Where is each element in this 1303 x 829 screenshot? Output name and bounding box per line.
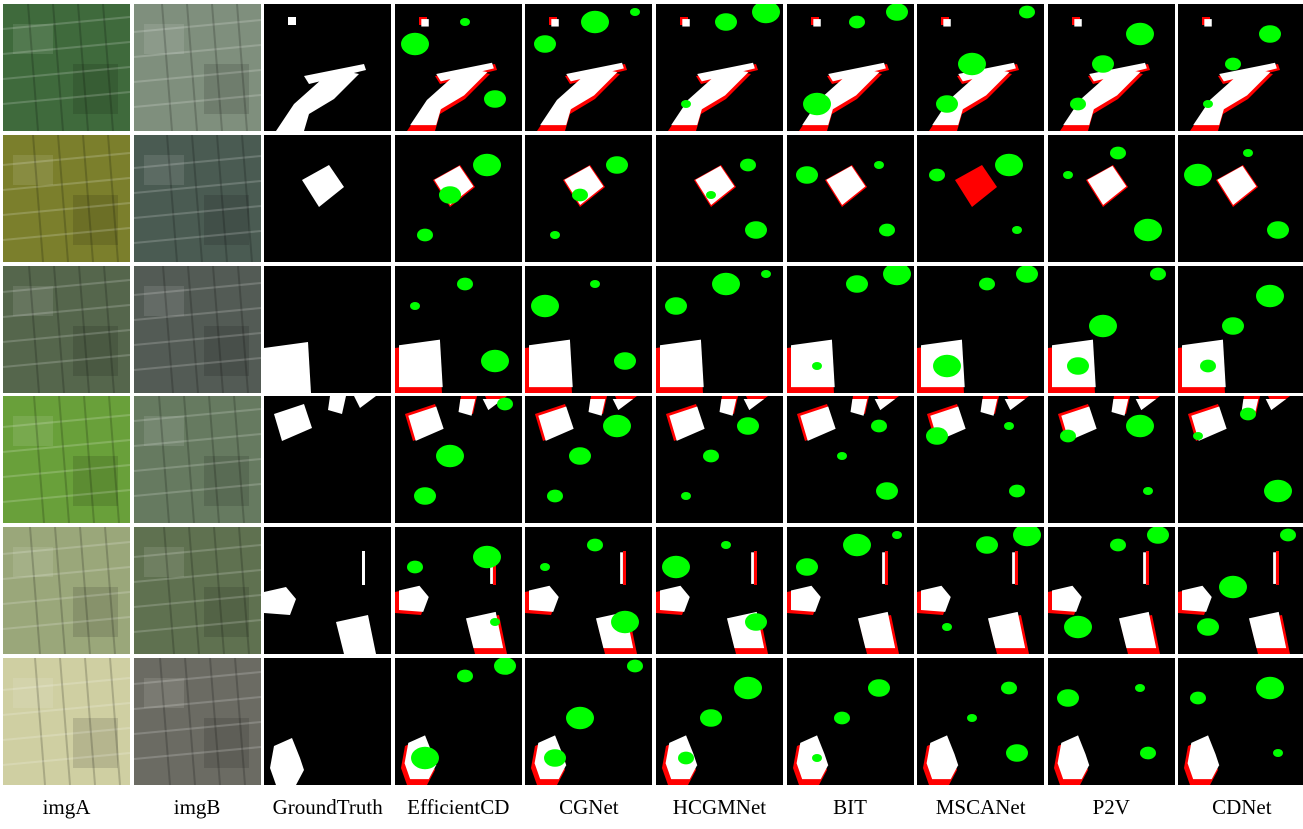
comparison-grid (3, 4, 1303, 786)
row-4-cgnet-image (525, 396, 653, 524)
row-2-efficientcd-image (394, 134, 522, 262)
label-mscanet: MSCANet (935, 795, 1026, 819)
row-1-efficientcd-image (394, 4, 522, 131)
label-imgB: imgB (173, 795, 221, 819)
label-p2v: P2V (1092, 795, 1130, 819)
row-4-efficientcd-image (394, 396, 522, 524)
row-3-imgb-image (133, 265, 261, 393)
row-4-bit-image (786, 396, 914, 524)
row-2-hcgmnet-image (655, 134, 783, 262)
row-2-cgnet-image (525, 134, 653, 262)
row-1-groundtruth-image (264, 4, 392, 131)
row-6-bit-image (786, 657, 914, 785)
row-4-hcgmnet-image (655, 396, 783, 524)
row-5-imgb-image (133, 527, 261, 655)
row-2-groundtruth-image (264, 134, 392, 262)
row-6-p2v-image (1047, 657, 1175, 785)
label-efficientcd: EfficientCD (407, 795, 510, 819)
row-2-mscanet-image (917, 134, 1045, 262)
row-6-cgnet-image (525, 657, 653, 785)
label-hcgmnet: HCGMNet (672, 795, 767, 819)
row-3-mscanet-image (917, 265, 1045, 393)
row-6-groundtruth-image (264, 657, 392, 785)
row-6-efficientcd-image (394, 657, 522, 785)
label-bit: BIT (833, 795, 867, 819)
row-2-imgb-image (133, 134, 261, 262)
row-6-hcgmnet-image (655, 657, 783, 785)
row-4-imga-image (3, 396, 130, 524)
row-1-hcgmnet-image (655, 4, 783, 131)
row-1-cgnet-image (525, 4, 653, 131)
row-2-p2v-image (1047, 134, 1175, 262)
row-5-bit-image (786, 527, 914, 655)
row-4-mscanet-image (917, 396, 1045, 524)
row-3-bit-image (786, 265, 914, 393)
row-2-imga-image (3, 134, 130, 262)
row-4-groundtruth-image (264, 396, 392, 524)
row-1-imgb-image (133, 4, 261, 131)
row-1-p2v-image (1047, 4, 1175, 131)
row-5-cdnet-image (1178, 527, 1303, 655)
row-1-bit-image (786, 4, 914, 131)
row-3-hcgmnet-image (655, 265, 783, 393)
row-3-p2v-image (1047, 265, 1175, 393)
row-1-imga-image (3, 4, 130, 131)
row-3-cdnet-image (1178, 265, 1303, 393)
row-3-imga-image (3, 265, 130, 393)
row-2-bit-image (786, 134, 914, 262)
row-4-imgb-image (133, 396, 261, 524)
row-5-p2v-image (1047, 527, 1175, 655)
row-5-cgnet-image (525, 527, 653, 655)
row-2-cdnet-image (1178, 134, 1303, 262)
label-groundtruth: GroundTruth (272, 795, 383, 819)
column-labels: imgA imgB GroundTruth EfficientCD CGNet … (3, 790, 1300, 826)
row-3-groundtruth-image (264, 265, 392, 393)
row-5-hcgmnet-image (655, 527, 783, 655)
row-5-efficientcd-image (394, 527, 522, 655)
row-4-cdnet-image (1178, 396, 1303, 524)
row-6-mscanet-image (917, 657, 1045, 785)
label-cgnet: CGNet (559, 795, 619, 819)
row-4-p2v-image (1047, 396, 1175, 524)
row-3-cgnet-image (525, 265, 653, 393)
label-cdnet: CDNet (1212, 795, 1272, 819)
row-6-imga-image (3, 657, 130, 785)
row-3-efficientcd-image (394, 265, 522, 393)
row-1-mscanet-image (917, 4, 1045, 131)
row-6-imgb-image (133, 657, 261, 785)
row-6-cdnet-image (1178, 657, 1303, 785)
row-5-mscanet-image (917, 527, 1045, 655)
row-5-imga-image (3, 527, 130, 655)
label-imgA: imgA (42, 795, 91, 819)
row-5-groundtruth-image (264, 527, 392, 655)
row-1-cdnet-image (1178, 4, 1303, 131)
